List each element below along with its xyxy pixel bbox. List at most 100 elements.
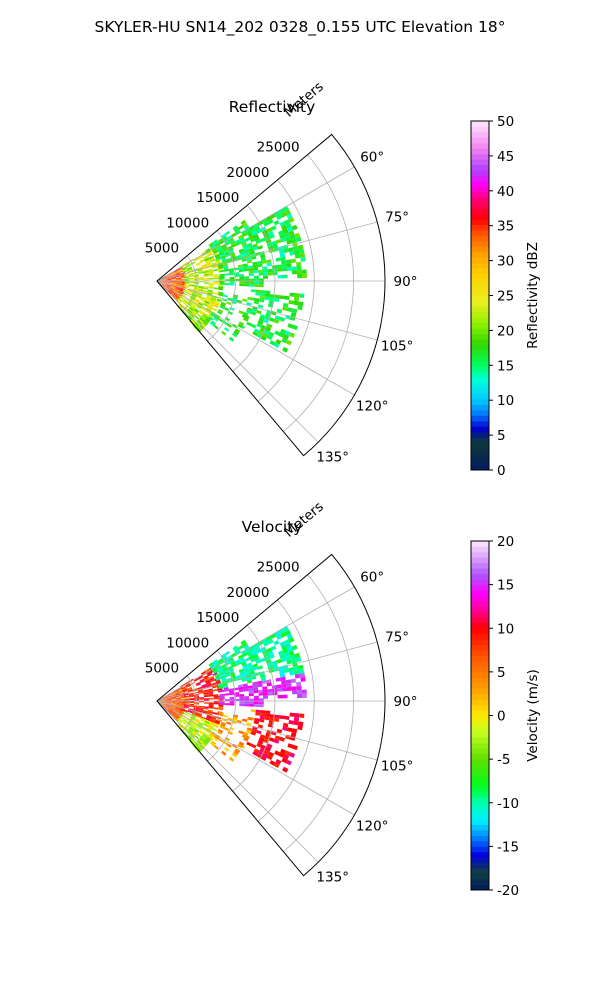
radar-gate (283, 639, 290, 645)
colorbar-segment (471, 606, 489, 613)
radar-gate (170, 707, 175, 710)
radar-gate (182, 710, 188, 713)
radar-gate (276, 264, 282, 269)
radar-gate (284, 715, 290, 720)
radar-gate (196, 724, 202, 729)
radar-gate (176, 283, 182, 286)
radar-gate (261, 680, 267, 684)
radar-gate (291, 686, 297, 691)
radar-gate (210, 679, 216, 683)
radar-gate (213, 737, 219, 742)
range-tick-label: 15000 (196, 190, 239, 206)
radar-gate (234, 659, 241, 664)
radar-gate (228, 657, 234, 662)
radar-gate (205, 298, 211, 302)
radar-gate (208, 286, 214, 289)
radar-gate (207, 672, 213, 677)
radar-gate (231, 232, 237, 238)
radar-gate (260, 674, 266, 679)
radar-gate (170, 707, 175, 710)
radar-gate (203, 303, 209, 307)
radar-gate (213, 724, 219, 729)
radar-gate (203, 722, 209, 726)
radar-gate (284, 750, 291, 756)
radar-gate (188, 728, 193, 733)
radar-gate (175, 287, 181, 290)
colorbar-segment (471, 219, 489, 226)
radar-gate (246, 321, 252, 327)
radar-gate (179, 290, 184, 294)
radar-gate (252, 663, 258, 668)
colorbar-segment (471, 764, 489, 771)
radar-gate (235, 254, 241, 259)
radar-gate (215, 677, 222, 681)
radar-gate (182, 719, 188, 724)
colorbar-segment (471, 753, 489, 760)
colorbar-segment (471, 884, 489, 891)
colorbar-segment (471, 180, 489, 187)
radar-gate (213, 277, 219, 280)
radar-gate (243, 644, 250, 650)
radar-gate (215, 664, 221, 669)
radar-gate (241, 258, 247, 262)
radar-gate (275, 238, 282, 244)
radar-gate (166, 279, 172, 281)
radar-gate (184, 282, 190, 284)
radar-gate (250, 237, 256, 243)
colorbar-segment (471, 306, 489, 313)
colorbar-tick-label: 45 (497, 149, 514, 165)
radar-gate (274, 714, 280, 719)
radar-gate (250, 731, 257, 736)
radar-gate (267, 638, 274, 645)
radar-gate (265, 710, 271, 715)
radar-gate (221, 679, 227, 683)
colorbar-segment (471, 660, 489, 667)
radar-gate (171, 703, 177, 706)
radar-gate (188, 705, 194, 708)
radar-gate (274, 297, 280, 302)
radar-gate (185, 264, 191, 267)
colorbar-segment (471, 835, 489, 842)
radar-gate (207, 289, 213, 292)
radar-gate (291, 658, 297, 664)
radar-gate (255, 289, 261, 293)
radar-gate (170, 705, 176, 707)
radar-gate (196, 294, 202, 298)
colorbar-segment (471, 404, 489, 411)
radar-gate (190, 725, 196, 730)
radar-gate (176, 699, 182, 701)
radar-gate (168, 709, 173, 714)
radar-gate (213, 241, 219, 246)
radar-gate (171, 701, 177, 703)
radar-gate (168, 709, 174, 713)
radar-gate (218, 291, 224, 295)
radar-gate (212, 248, 218, 253)
radar-gate (184, 701, 190, 703)
radar-gate (220, 675, 226, 679)
radar-gate (165, 274, 171, 277)
radar-gate (242, 683, 248, 687)
radar-gate (189, 284, 194, 287)
radar-gate (161, 282, 166, 285)
radar-gate (165, 274, 171, 277)
radar-gate (275, 339, 282, 345)
colorbar-segment (471, 355, 489, 362)
radar-gate (165, 705, 171, 708)
radar-gate (301, 269, 307, 274)
reflectivity-panel: Reflectivity 60°75°90°105°120°135°500010… (145, 79, 541, 479)
radar-gate (235, 649, 241, 655)
radar-gate (221, 677, 227, 681)
radar-gate (246, 649, 253, 655)
radar-gate (229, 696, 235, 700)
radar-gate (215, 719, 221, 723)
radar-gate (181, 301, 187, 305)
radar-gate (253, 267, 259, 271)
radar-gate (263, 641, 270, 647)
radar-gate (202, 313, 208, 318)
radar-gate (228, 688, 234, 692)
radar-gate (292, 324, 298, 331)
radar-gate (199, 324, 205, 330)
radar-gate (284, 330, 291, 336)
colorbar-segment (471, 573, 489, 580)
radar-gate (218, 707, 224, 711)
